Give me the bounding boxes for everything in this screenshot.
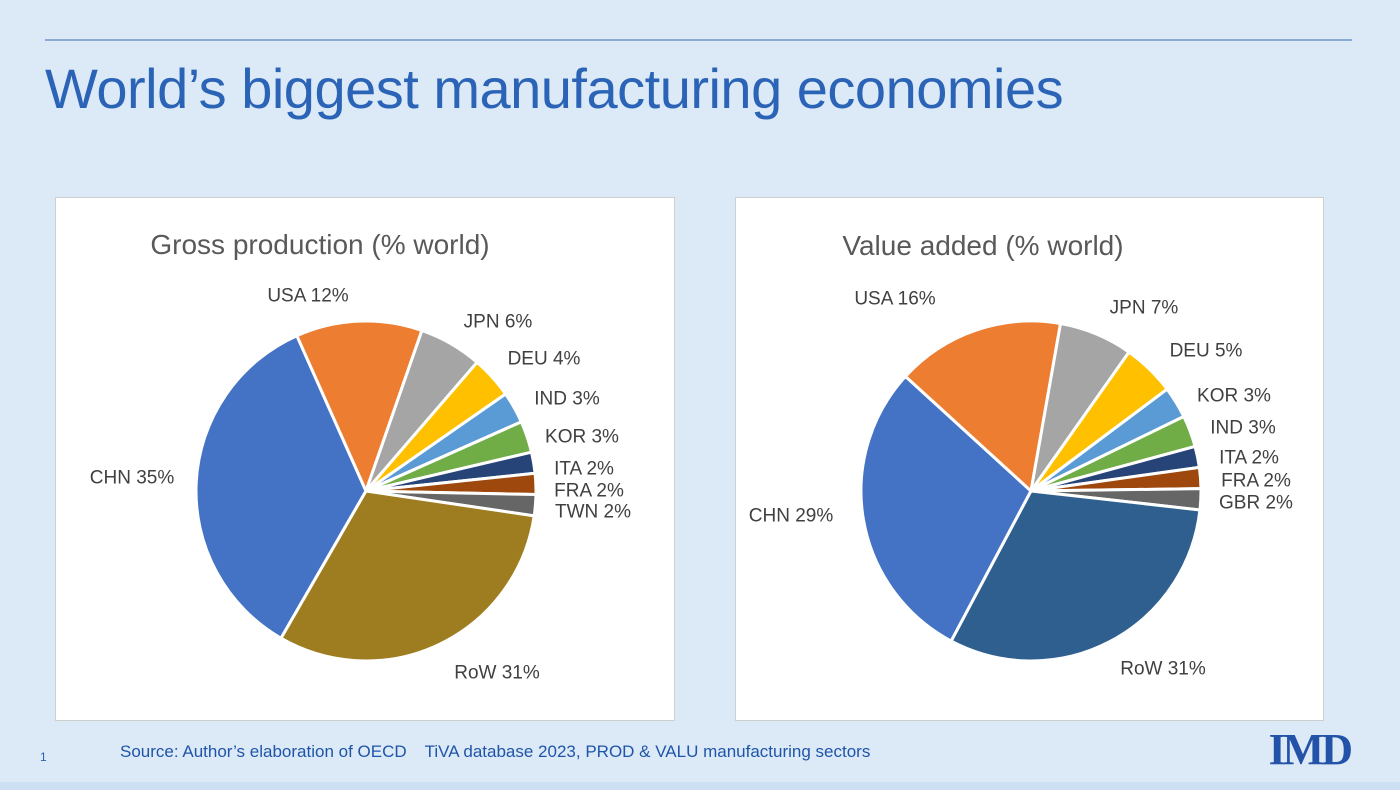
pie-slice-RoW [949, 489, 1202, 663]
pie-chart-gross-production: Gross production (% world) CHN 35% USA 12%… [90, 229, 631, 684]
pie-label-GBR: GBR 2% [1219, 493, 1293, 514]
pie-label-CHN: CHN 35% [90, 468, 175, 489]
source-note-prefix: Source: Author’s elaboration of OECD [120, 742, 407, 761]
pie-slice-USA [903, 319, 1063, 493]
pie-slice-RoW [279, 489, 536, 663]
slide-title: World’s biggest manufacturing economies [45, 57, 1064, 120]
imd-logo: IMD [1268, 725, 1353, 774]
pie-label-CHN: CHN 29% [749, 506, 834, 527]
source-note: Source: Author’s elaboration of OECD TiV… [120, 742, 870, 762]
chart-title: Value added (% world) [842, 230, 1123, 261]
pie-label-RoW: RoW 31% [454, 663, 540, 684]
pie-label-DEU: DEU 4% [508, 349, 581, 370]
pie-label-KOR: KOR 3% [1197, 386, 1271, 407]
pie-label-USA: USA 12% [267, 286, 348, 307]
pie-label-IND: IND 3% [1210, 418, 1276, 439]
chart-panel-gross-production: Gross production (% world) CHN 35% USA 12%… [55, 197, 675, 721]
pie-slice-CHN [859, 374, 1033, 643]
pie-label-USA: USA 16% [854, 289, 935, 310]
bottom-edge-strip [0, 782, 1400, 790]
title-rule [45, 39, 1352, 41]
pie-label-TWN: TWN 2% [555, 502, 631, 523]
pie-label-ITA: ITA 2% [554, 459, 614, 480]
source-note-suffix: TiVA database 2023, PROD & VALU manufact… [424, 742, 871, 761]
pie-label-IND: IND 3% [534, 389, 600, 410]
page-number: 1 [40, 750, 47, 764]
pie-label-FRA: FRA 2% [554, 481, 624, 502]
pie-label-FRA: FRA 2% [1221, 471, 1291, 492]
pie-chart-value-added: Value added (% world) CHN 29% USA 16% JPN 7… [749, 230, 1293, 680]
chart-panel-value-added: Value added (% world) CHN 29% USA 16% JPN 7… [735, 197, 1324, 721]
pie-label-ITA: ITA 2% [1219, 448, 1279, 469]
pie-label-KOR: KOR 3% [545, 427, 619, 448]
chart-title: Gross production (% world) [150, 229, 489, 260]
footer: 1 Source: Author’s elaboration of OECD T… [0, 725, 1400, 774]
pie-label-DEU: DEU 5% [1170, 341, 1243, 362]
pie-label-JPN: JPN 7% [1110, 298, 1179, 319]
pie-slice-USA [295, 319, 424, 493]
pie-label-JPN: JPN 6% [464, 312, 533, 333]
pie-label-RoW: RoW 31% [1120, 659, 1206, 680]
